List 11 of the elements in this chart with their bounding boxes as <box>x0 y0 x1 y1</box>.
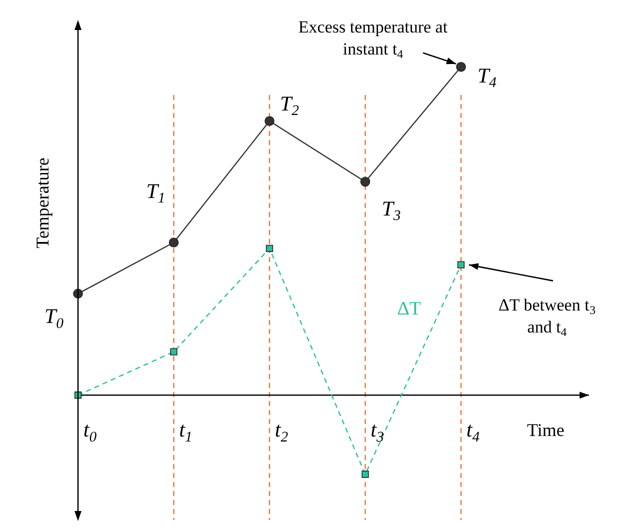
point <box>170 348 178 356</box>
x-axis-title: Time <box>527 420 564 440</box>
point <box>266 244 274 252</box>
point <box>362 470 369 478</box>
point <box>168 238 179 248</box>
point <box>264 116 274 126</box>
series-label: ΔT <box>397 298 422 320</box>
point <box>360 176 370 187</box>
point <box>457 261 465 268</box>
point <box>456 62 466 72</box>
y-axis-title: Temperature <box>32 158 53 248</box>
